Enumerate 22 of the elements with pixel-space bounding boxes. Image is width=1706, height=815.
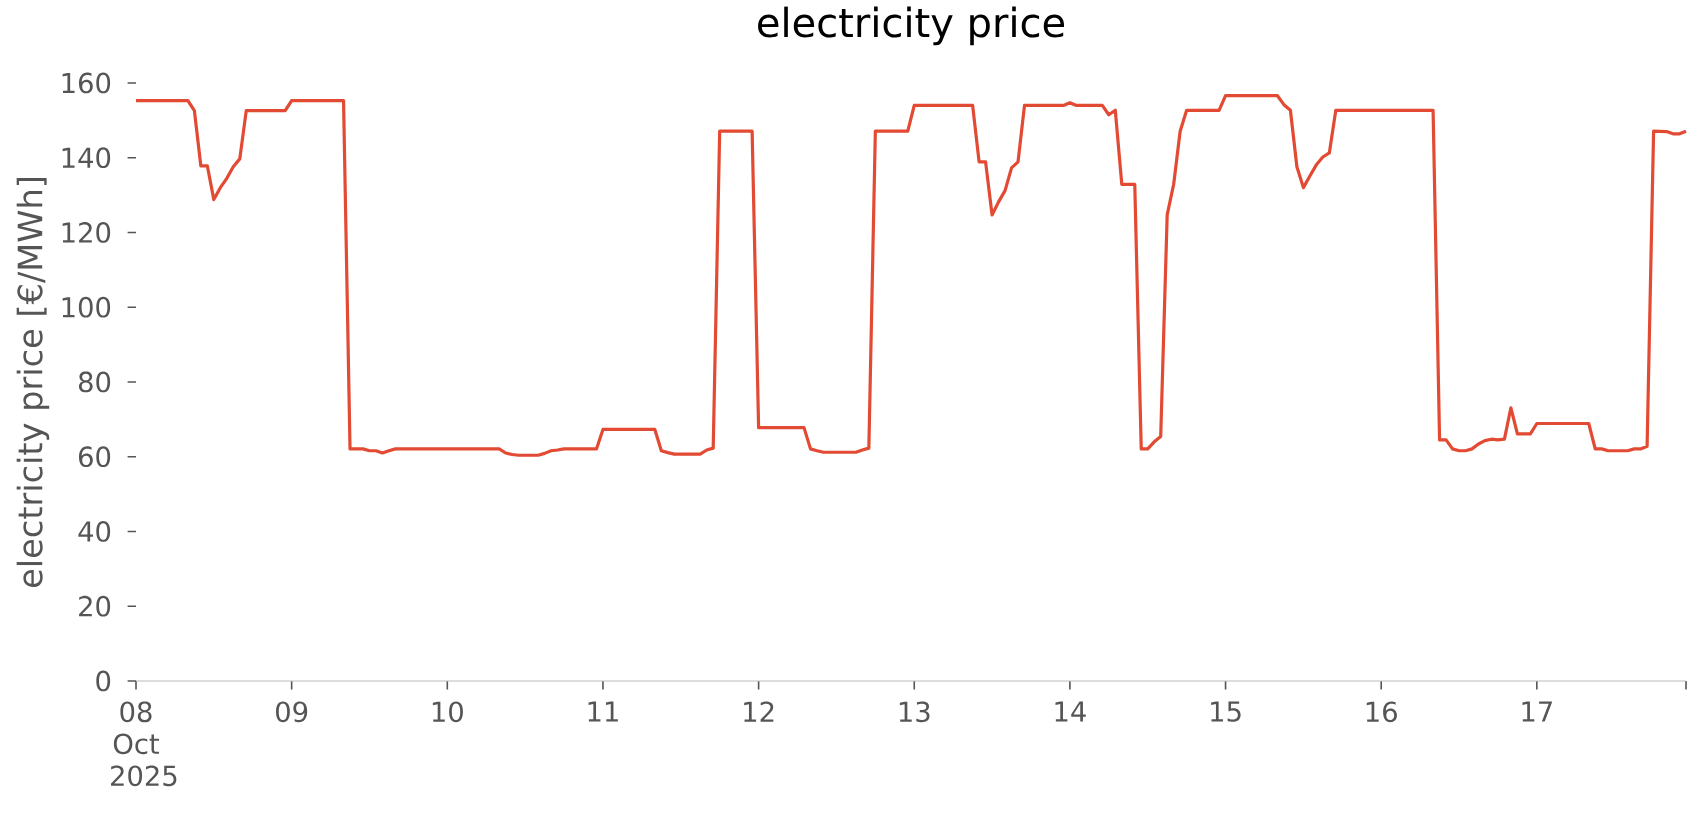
x-tick-label: 12 bbox=[744, 701, 774, 722]
y-tick-label: 100 bbox=[62, 296, 111, 318]
y-tick-label: 80 bbox=[78, 371, 111, 393]
x-tick-label: 17 bbox=[1522, 701, 1552, 722]
y-tick-label: 140 bbox=[62, 147, 111, 169]
x-tick-label: 11 bbox=[588, 701, 618, 722]
x-tick-label: 15 bbox=[1211, 701, 1241, 722]
x-tick-label: 14 bbox=[1055, 701, 1086, 722]
y-tick-label: 20 bbox=[79, 595, 111, 617]
y-tick-label: 160 bbox=[62, 72, 111, 94]
y-tick-label: 0 bbox=[96, 670, 111, 692]
line-series bbox=[134, 94, 1688, 457]
x-tick-label: 13 bbox=[899, 701, 930, 723]
y-tick-label: 40 bbox=[78, 521, 111, 542]
x-tick-label: 09 bbox=[276, 701, 308, 723]
y-tick-label: 60 bbox=[78, 446, 111, 468]
x-tick-label: 10 bbox=[432, 701, 463, 723]
x-tick-label: 08 Oct 2025 bbox=[111, 701, 177, 787]
chart-title: electricity price bbox=[758, 6, 1065, 46]
x-tick-label: 16 bbox=[1366, 701, 1397, 723]
y-tick-label: 120 bbox=[62, 222, 111, 243]
y-axis-title: electricity price [€/MWh] bbox=[16, 178, 50, 588]
